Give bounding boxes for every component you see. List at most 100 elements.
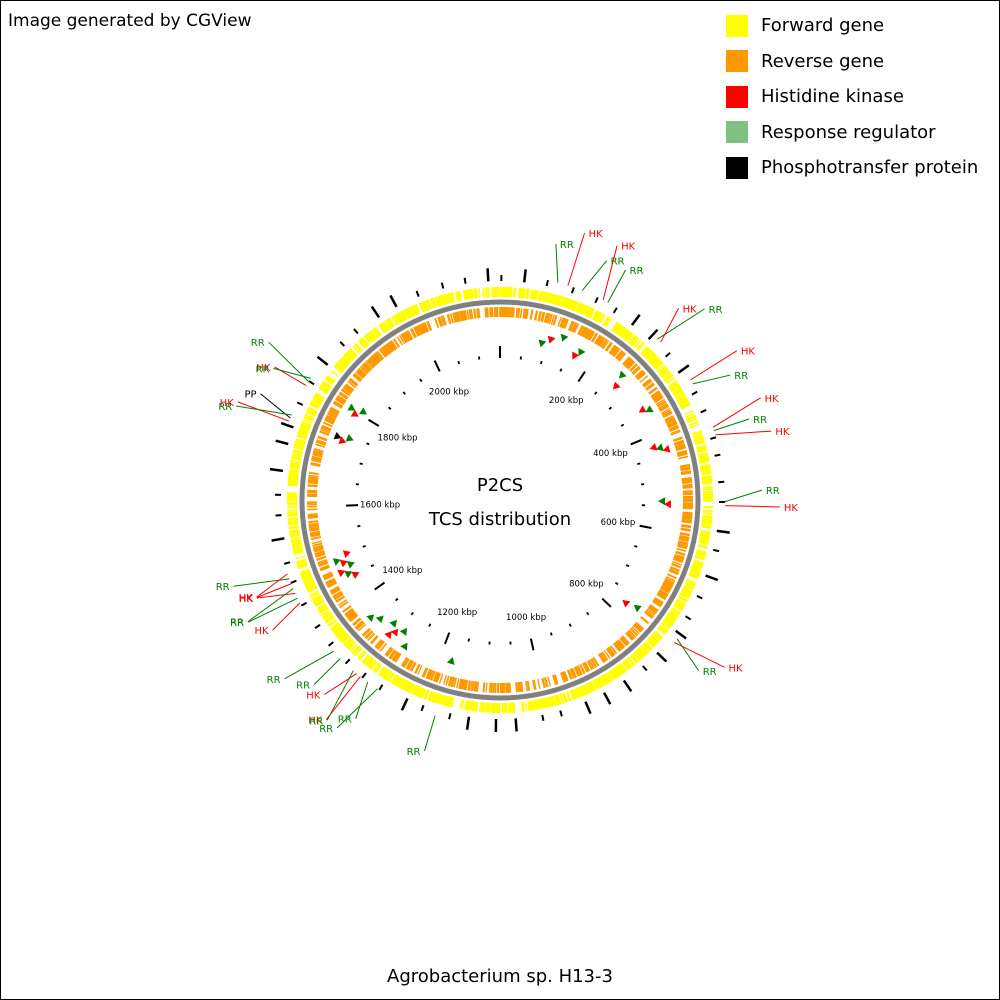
reverse-gene-mark	[446, 313, 452, 325]
forward-gene-mark	[701, 518, 713, 523]
forward-gene-mark	[701, 524, 712, 529]
forward-gene-mark	[318, 386, 329, 394]
rr-callout-label: RR	[216, 582, 230, 593]
forward-gene-mark	[659, 624, 669, 633]
ruler-minor-tick	[614, 581, 619, 586]
hk-callout-label: HK	[239, 593, 254, 604]
reverse-gene-mark	[346, 610, 356, 619]
reverse-gene-mark	[448, 676, 453, 687]
forward-gene-mark	[696, 447, 708, 453]
reverse-gene-mark	[620, 635, 630, 645]
forward-gene-mark	[466, 289, 471, 300]
reverse-gene-mark	[413, 326, 421, 337]
reverse-gene-mark	[680, 470, 692, 476]
forward-gene-mark	[680, 403, 691, 410]
reverse-gene-mark	[610, 346, 619, 356]
outer-tick	[612, 307, 618, 314]
forward-gene-mark	[478, 287, 481, 299]
forward-gene-mark	[675, 599, 686, 607]
kbp-ruler-labels: 200 kbp 400 kbp 600 kbp 800 kbp 1000 kbp 1200…	[360, 387, 635, 623]
reverse-gene-mark	[656, 400, 667, 408]
reverse-gene-mark	[404, 331, 412, 342]
reverse-gene-mark	[442, 315, 447, 326]
rr-callout-line	[326, 670, 354, 721]
forward-gene-mark	[394, 676, 402, 687]
reverse-gene-mark	[583, 661, 591, 672]
forward-gene-mark	[391, 674, 399, 685]
forward-gene-mark	[485, 702, 489, 713]
reverse-gene-mark	[662, 411, 673, 419]
reverse-gene-mark	[649, 604, 659, 612]
reverse-gene-mark	[642, 378, 652, 387]
forward-gene-mark	[509, 287, 513, 298]
reverse-gene-mark	[327, 411, 338, 418]
forward-gene-mark	[517, 287, 522, 299]
forward-gene-mark	[555, 694, 561, 705]
forward-gene-mark	[287, 482, 298, 485]
forward-gene-mark	[288, 522, 299, 526]
reverse-gene-mark	[442, 674, 448, 685]
forward-gene-mark	[625, 332, 634, 343]
reverse-gene-mark	[679, 535, 690, 540]
reverse-gene-mark	[357, 368, 367, 377]
forward-gene-mark	[527, 700, 531, 712]
forward-gene-mark	[346, 350, 356, 360]
reverse-gene-mark	[372, 353, 381, 364]
forward-gene-mark	[294, 441, 305, 447]
rr-callout-line	[268, 341, 309, 383]
rr-callout-label: RR	[709, 305, 723, 316]
forward-gene-mark	[451, 292, 456, 303]
hk-callout-label: HK	[729, 663, 744, 674]
reverse-gene-mark	[401, 657, 409, 668]
reverse-gene-mark	[609, 645, 618, 655]
reverse-gene-mark	[529, 309, 534, 320]
forward-gene-mark	[698, 457, 710, 462]
forward-gene-mark	[702, 480, 713, 485]
ruler-minor-tick	[568, 623, 572, 627]
outer-tick	[328, 641, 334, 647]
outer-tick	[316, 355, 329, 366]
forward-gene-mark	[569, 690, 575, 701]
outer-tick	[280, 421, 294, 429]
reverse-gene-mark	[473, 308, 477, 319]
forward-gene-mark	[695, 552, 706, 558]
reverse-gene-mark	[357, 623, 367, 632]
forward-gene-mark	[290, 536, 301, 540]
reverse-gene-mark	[670, 429, 681, 435]
hk-callout-label: HK	[308, 716, 323, 727]
forward-gene-mark	[288, 469, 300, 474]
reverse-gene-mark	[516, 681, 521, 693]
forward-gene-mark	[390, 674, 398, 684]
reverse-gene-mark	[394, 653, 402, 663]
forward-gene-mark	[686, 414, 697, 421]
reverse-gene-mark	[674, 440, 685, 446]
forward-gene-mark	[427, 690, 433, 701]
rr-marker	[366, 614, 375, 623]
reverse-gene-mark	[435, 672, 441, 683]
outer-tick	[570, 287, 575, 294]
genome-backbone	[299, 299, 701, 701]
rr-marker	[618, 370, 627, 379]
reverse-gene-mark	[345, 383, 355, 391]
hk-marker	[342, 550, 351, 558]
forward-gene-mark	[300, 569, 311, 577]
reverse-gene-mark	[347, 611, 357, 621]
reverse-gene-mark	[456, 678, 460, 689]
reverse-gene-mark	[586, 660, 594, 671]
forward-gene-mark	[675, 392, 686, 400]
rr-callout-label: RR	[230, 618, 244, 629]
reverse-gene-mark	[640, 616, 650, 625]
forward-gene-mark	[351, 645, 361, 655]
reverse-gene-mark	[660, 585, 671, 593]
ruler-minor-tick	[586, 611, 590, 616]
forward-gene-mark	[700, 463, 711, 468]
reverse-gene-mark	[680, 528, 691, 532]
forward-gene-mark	[509, 702, 513, 713]
forward-gene-mark	[642, 348, 653, 358]
forward-gene-mark	[349, 643, 359, 653]
reverse-gene-mark	[416, 324, 424, 335]
forward-gene-mark	[327, 619, 338, 628]
reverse-gene-mark	[332, 590, 343, 599]
reverse-gene-mark	[329, 585, 340, 593]
outer-tick	[545, 279, 549, 287]
